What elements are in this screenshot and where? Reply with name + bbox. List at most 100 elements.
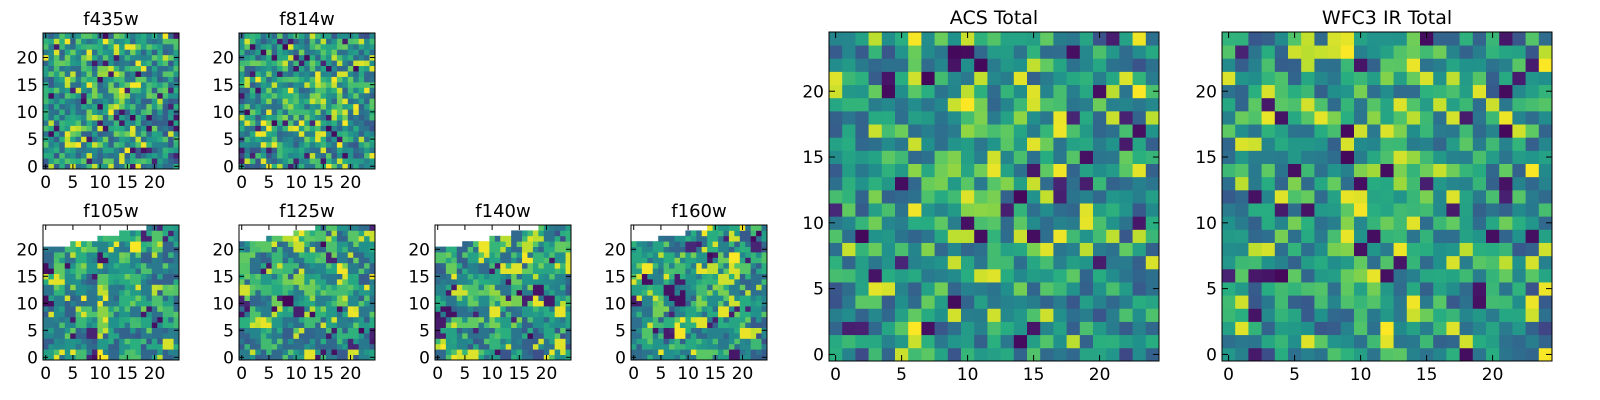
heatmap-cell bbox=[309, 163, 316, 170]
heatmap-cell bbox=[255, 300, 262, 307]
heatmap-cell bbox=[631, 338, 637, 345]
heatmap-cell bbox=[353, 343, 360, 350]
heatmap-cell bbox=[364, 241, 370, 247]
heatmap-cell bbox=[1406, 137, 1421, 151]
heatmap-cell bbox=[1512, 84, 1526, 99]
heatmap-cell bbox=[81, 279, 87, 285]
heatmap-cell bbox=[326, 76, 332, 83]
heatmap-cell bbox=[543, 300, 550, 307]
heatmap-cell bbox=[266, 295, 273, 301]
heatmap-cell bbox=[113, 262, 120, 269]
x-tick-label: 5 bbox=[264, 364, 275, 384]
heatmap-cell bbox=[696, 327, 703, 334]
heatmap-cell bbox=[364, 311, 370, 318]
heatmap-cell bbox=[652, 252, 659, 258]
heatmap-cell bbox=[277, 268, 283, 274]
heatmap-cell bbox=[1274, 163, 1289, 178]
heatmap-cell bbox=[947, 110, 962, 125]
heatmap-cell bbox=[895, 229, 909, 243]
heatmap-cell bbox=[1274, 150, 1289, 164]
heatmap-cell bbox=[435, 322, 441, 328]
heatmap-cell bbox=[440, 295, 447, 301]
heatmap-cell bbox=[1132, 282, 1147, 296]
heatmap-cell bbox=[658, 322, 665, 328]
heatmap-cell bbox=[320, 103, 327, 110]
heatmap-cell bbox=[271, 130, 278, 137]
heatmap-cell bbox=[1235, 334, 1249, 349]
heatmap-cell bbox=[331, 141, 338, 148]
heatmap-cell bbox=[70, 109, 77, 115]
heatmap-cell bbox=[293, 38, 300, 45]
heatmap-cell bbox=[168, 338, 174, 345]
heatmap-cell bbox=[701, 268, 708, 274]
heatmap-cell bbox=[895, 176, 909, 191]
heatmap-cell bbox=[636, 295, 643, 301]
heatmap-cell bbox=[532, 338, 539, 345]
heatmap-cell bbox=[140, 284, 147, 291]
heatmap-cell bbox=[315, 87, 321, 94]
heatmap-cell bbox=[260, 87, 267, 94]
heatmap-cell bbox=[287, 279, 294, 285]
heatmap-cell bbox=[108, 354, 115, 361]
heatmap-cell bbox=[1145, 229, 1160, 243]
heatmap-cell bbox=[260, 103, 267, 110]
heatmap-cell bbox=[43, 349, 49, 355]
heatmap-cell bbox=[108, 49, 115, 56]
heatmap-cell bbox=[151, 87, 158, 94]
heatmap-cell bbox=[756, 279, 762, 285]
heatmap-cell bbox=[331, 147, 338, 154]
heatmap-cell bbox=[1274, 110, 1289, 125]
heatmap-cell bbox=[554, 252, 561, 258]
heatmap-cell bbox=[326, 295, 332, 301]
heatmap-cell bbox=[124, 289, 131, 296]
heatmap-cell bbox=[1525, 334, 1540, 349]
heatmap-cell bbox=[244, 241, 251, 247]
heatmap-cell bbox=[157, 43, 164, 50]
heatmap-cell bbox=[663, 273, 670, 280]
heatmap-cell bbox=[331, 333, 338, 339]
heatmap-cell bbox=[113, 284, 120, 291]
heatmap-cell bbox=[761, 343, 768, 350]
heatmap-cell bbox=[342, 152, 349, 159]
heatmap-cell bbox=[102, 125, 109, 132]
heatmap-cell bbox=[119, 109, 125, 115]
heatmap-cell bbox=[1027, 110, 1041, 125]
heatmap-cell bbox=[690, 333, 697, 339]
heatmap-cell bbox=[1420, 176, 1434, 191]
heatmap-cell bbox=[64, 103, 71, 110]
heatmap-cell bbox=[260, 273, 267, 280]
heatmap-cell bbox=[249, 49, 256, 56]
heatmap-cell bbox=[855, 71, 869, 86]
heatmap-cell bbox=[353, 33, 360, 39]
heatmap-cell bbox=[669, 273, 675, 280]
heatmap-cell bbox=[728, 284, 735, 291]
heatmap-cell bbox=[1380, 216, 1394, 230]
heatmap-cell bbox=[282, 103, 289, 110]
heatmap-cell bbox=[1340, 203, 1355, 217]
heatmap-cell bbox=[489, 349, 496, 355]
heatmap-cell bbox=[560, 327, 566, 334]
heatmap-cell bbox=[1222, 137, 1236, 151]
heatmap-cell bbox=[59, 98, 66, 105]
heatmap-cell bbox=[342, 81, 349, 88]
heatmap-cell bbox=[336, 163, 343, 170]
heatmap-cell bbox=[745, 322, 752, 328]
heatmap-cell bbox=[140, 65, 147, 72]
heatmap-cell bbox=[1079, 216, 1094, 230]
heatmap-cell bbox=[478, 300, 485, 307]
heatmap-cell bbox=[1486, 216, 1500, 230]
heatmap-cell bbox=[921, 163, 935, 178]
heatmap-cell bbox=[1367, 347, 1381, 362]
heatmap-cell bbox=[690, 295, 697, 301]
heatmap-cell bbox=[1040, 321, 1054, 336]
heatmap-cell bbox=[679, 306, 686, 312]
heatmap-cell bbox=[1340, 321, 1355, 336]
heatmap-cell bbox=[102, 327, 109, 334]
heatmap-cell bbox=[244, 354, 251, 361]
heatmap-cell bbox=[48, 338, 55, 345]
heatmap-cell bbox=[1446, 229, 1460, 243]
heatmap-cell bbox=[326, 65, 332, 72]
heatmap-cell bbox=[102, 300, 109, 307]
heatmap-cell bbox=[1538, 255, 1553, 270]
heatmap-cell bbox=[59, 311, 66, 318]
